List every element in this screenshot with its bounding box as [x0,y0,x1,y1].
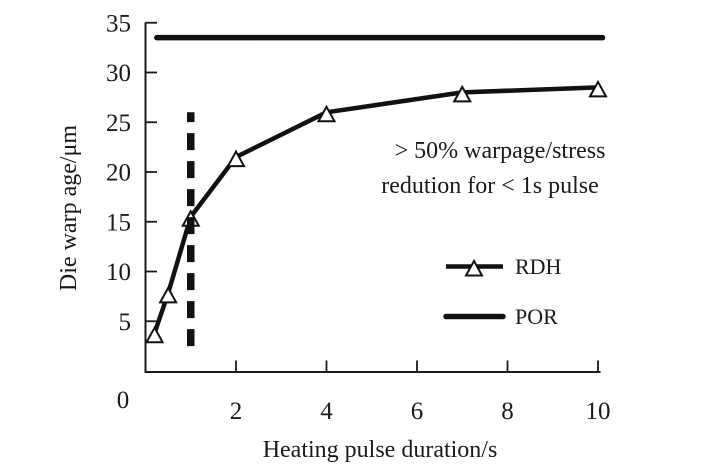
legend-rdh-triangle-marker [464,258,484,277]
x-tick-label: 4 [320,398,333,425]
y-tick-label: 35 [106,10,131,37]
axis-tick-labels: 5 10 15 20 25 30 35 2 4 6 8 10 0 [106,10,611,425]
y-axis-title: Die warp age/μm [56,125,82,291]
x-axis-title: Heating pulse duration/s [263,437,498,463]
rdh-triangle-marker [226,149,246,168]
rdh-triangle-marker [316,104,337,123]
rdh-triangle-marker [452,84,472,103]
origin-tick-label: 0 [117,387,130,414]
rdh-series-line [152,85,599,334]
legend-rdh-label: RDH [515,254,562,279]
y-tick-label: 10 [106,259,131,286]
x-tick-label: 2 [230,398,243,425]
x-tick-label: 8 [501,398,514,425]
rdh-triangle-marker [158,285,178,304]
rdh-triangle-marker [588,79,608,98]
y-tick-label: 5 [119,309,132,336]
axes-lines [144,22,601,373]
y-tick-label: 25 [106,110,131,137]
y-tick-label: 15 [106,209,131,236]
x-tick-label: 6 [411,398,424,425]
annotation-line1: > 50% warpage/stress [395,138,606,164]
x-tick-label: 10 [586,398,611,425]
y-tick-label: 20 [106,160,131,187]
legend: RDH POR [443,254,562,329]
annotation-line2: redution for < 1s pulse [381,173,599,199]
data-series [144,34,608,347]
y-tick-label: 30 [106,60,131,87]
rdh-triangle-marker [144,325,165,344]
axis-ticks [145,21,599,372]
legend-por-label: POR [515,304,558,329]
